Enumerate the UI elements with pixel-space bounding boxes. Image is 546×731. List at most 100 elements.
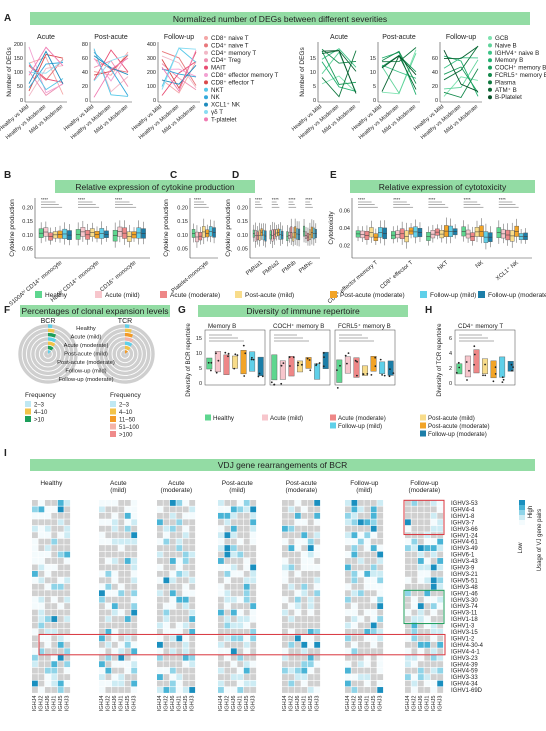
panel-i-cell-0-3-0 bbox=[32, 519, 38, 526]
panel-g-box-0-3 bbox=[232, 355, 238, 369]
panel-i-cell-4-17-1 bbox=[288, 609, 295, 616]
panel-i-group-label-1-0: Acute bbox=[110, 480, 127, 487]
panel-i-cell-5-17-3 bbox=[364, 609, 371, 616]
panel-i-cell-3-22-0 bbox=[218, 641, 224, 648]
panel-a-letter: A bbox=[4, 13, 11, 24]
panel-i-cell-0-15-3 bbox=[51, 596, 58, 603]
panel-i-cell-1-19-0 bbox=[99, 622, 105, 629]
panel-i-cell-6-25-3 bbox=[424, 661, 431, 668]
panel-i-cell-3-3-5 bbox=[250, 519, 257, 526]
panel-i-cell-4-7-4 bbox=[307, 545, 314, 551]
panel-i-cell-6-23-4 bbox=[430, 648, 437, 655]
panel-i-cell-2-12-2 bbox=[169, 577, 176, 584]
panel-i-cell-6-2-5 bbox=[437, 512, 444, 519]
panel-i-cell-1-9-2 bbox=[111, 558, 118, 564]
panel-i-cell-3-23-0 bbox=[218, 648, 224, 655]
panel-i-cell-4-5-2 bbox=[294, 532, 301, 539]
panel-g-box-2-5 bbox=[379, 361, 386, 374]
panel-i-cell-2-10-5 bbox=[189, 564, 196, 571]
panel-i-cell-6-12-3 bbox=[424, 577, 431, 584]
panel-g-dot-2-0-0 bbox=[336, 369, 338, 371]
panel-i-cell-0-10-4 bbox=[57, 564, 64, 571]
panel-i-cell-5-29-1 bbox=[351, 687, 358, 693]
panel-i-cell-5-15-3 bbox=[364, 596, 371, 603]
panel-i-cell-1-12-0 bbox=[99, 577, 105, 584]
panel-i-cell-5-19-2 bbox=[357, 622, 364, 629]
panel-i-cell-5-26-5 bbox=[377, 667, 384, 674]
panel-i-cell-1-2-4 bbox=[124, 512, 131, 519]
panel-i-cell-4-9-0 bbox=[282, 558, 288, 564]
panel-i-cell-6-21-5 bbox=[437, 635, 444, 642]
panel-i-cell-3-19-4 bbox=[243, 622, 250, 629]
panel-g-dot-1-3-0 bbox=[297, 364, 299, 367]
panel-i-cell-2-23-2 bbox=[169, 648, 176, 655]
panel-i-cell-6-1-3 bbox=[424, 506, 431, 513]
panel-i-cell-4-4-5 bbox=[314, 525, 321, 532]
panel-i-col-label-4-1: IGHJ2 bbox=[288, 696, 294, 712]
panel-i-cell-6-20-0 bbox=[405, 629, 411, 635]
panel-i-cell-2-15-3 bbox=[176, 596, 183, 603]
panel-i-cell-6-0-0 bbox=[405, 500, 411, 506]
panel-i-cell-5-1-2 bbox=[357, 506, 364, 513]
panel-i-cell-1-13-5 bbox=[131, 583, 138, 590]
panel-i-cell-1-20-1 bbox=[105, 629, 112, 635]
panel-i-cell-6-8-2 bbox=[417, 551, 424, 558]
panel-i-cell-0-6-1 bbox=[38, 538, 45, 545]
panel-i-cell-6-27-1 bbox=[411, 674, 418, 680]
panel-b-group-0-sig: **** bbox=[41, 197, 48, 202]
panel-i-row-label-21: IGHV1-2 bbox=[451, 636, 475, 642]
panel-i-cell-2-4-2 bbox=[169, 525, 176, 532]
panel-i-cell-3-24-5 bbox=[250, 654, 257, 661]
panel-i-cell-4-13-3 bbox=[301, 583, 308, 590]
panel-g-frame-1 bbox=[269, 329, 331, 386]
panel-i-cell-2-26-2 bbox=[169, 667, 176, 674]
panel-i-cell-3-14-4 bbox=[243, 590, 250, 597]
panel-i-col-label-3-0: IGHJ4 bbox=[218, 696, 224, 712]
panel-i-cell-5-7-5 bbox=[377, 545, 384, 551]
panel-i-cell-2-29-3 bbox=[176, 687, 183, 693]
panel-i-cell-2-11-5 bbox=[189, 570, 196, 577]
panel-i-cell-1-5-4 bbox=[124, 532, 131, 539]
panel-i-cell-6-26-5 bbox=[437, 667, 444, 674]
panel-a-ytick-0-3: 150 bbox=[14, 56, 23, 62]
panel-i-cell-5-3-5 bbox=[377, 519, 384, 526]
panel-i-cell-3-7-2 bbox=[230, 545, 237, 551]
panel-f-bcr-legend-2: >10 bbox=[34, 418, 45, 424]
panel-i-cell-4-17-2 bbox=[294, 609, 301, 616]
panel-i-cell-1-2-5 bbox=[131, 512, 138, 519]
panel-i-cell-4-16-3 bbox=[301, 603, 308, 610]
panel-i-cell-0-4-5 bbox=[64, 525, 71, 532]
panel-i-cell-0-28-4 bbox=[57, 680, 64, 687]
panel-e-ylabel: Cytotoxicity bbox=[328, 211, 335, 245]
panel-i-cell-0-6-5 bbox=[64, 538, 71, 545]
panel-i-cell-3-24-2 bbox=[230, 654, 237, 661]
panel-i-cell-5-24-0 bbox=[345, 654, 351, 661]
panel-i-cell-4-8-1 bbox=[288, 551, 295, 558]
panel-i-cell-6-13-4 bbox=[430, 583, 437, 590]
panel-a-legend-b-3: Memory B bbox=[495, 57, 523, 64]
panel-i-cell-2-8-3 bbox=[176, 551, 183, 558]
panel-e-letter: E bbox=[330, 170, 337, 181]
panel-i-cell-4-6-2 bbox=[294, 538, 301, 545]
panel-g-box-1-0 bbox=[271, 354, 278, 381]
panel-i-cell-0-12-5 bbox=[64, 577, 71, 584]
panel-g-dot-1-6-1 bbox=[322, 365, 325, 368]
panel-i-cell-4-19-4 bbox=[307, 622, 314, 629]
legend-swatch-1 bbox=[95, 291, 102, 298]
panel-b-letter: B bbox=[4, 170, 11, 181]
panel-i-cell-2-12-0 bbox=[157, 577, 163, 584]
panel-f-ring-label-4: Post-acute (moderate) bbox=[57, 360, 115, 366]
panel-i-cell-0-18-1 bbox=[38, 616, 45, 622]
panel-g-ytick-2: 10 bbox=[196, 351, 202, 357]
panel-i-cell-1-28-3 bbox=[118, 680, 125, 687]
panel-i-cell-1-26-2 bbox=[111, 667, 118, 674]
panel-f-tcr-legend-4: >100 bbox=[119, 433, 133, 439]
panel-g-dot-1-1-2 bbox=[280, 382, 283, 385]
panel-i-cell-2-19-0 bbox=[157, 622, 163, 629]
panel-i-cell-1-8-5 bbox=[131, 551, 138, 558]
panel-i-cell-3-22-4 bbox=[243, 641, 250, 648]
panel-g-dot-2-3-1 bbox=[366, 373, 369, 375]
panel-i-cell-3-28-0 bbox=[218, 680, 224, 687]
panel-i-cell-0-2-5 bbox=[64, 512, 71, 519]
